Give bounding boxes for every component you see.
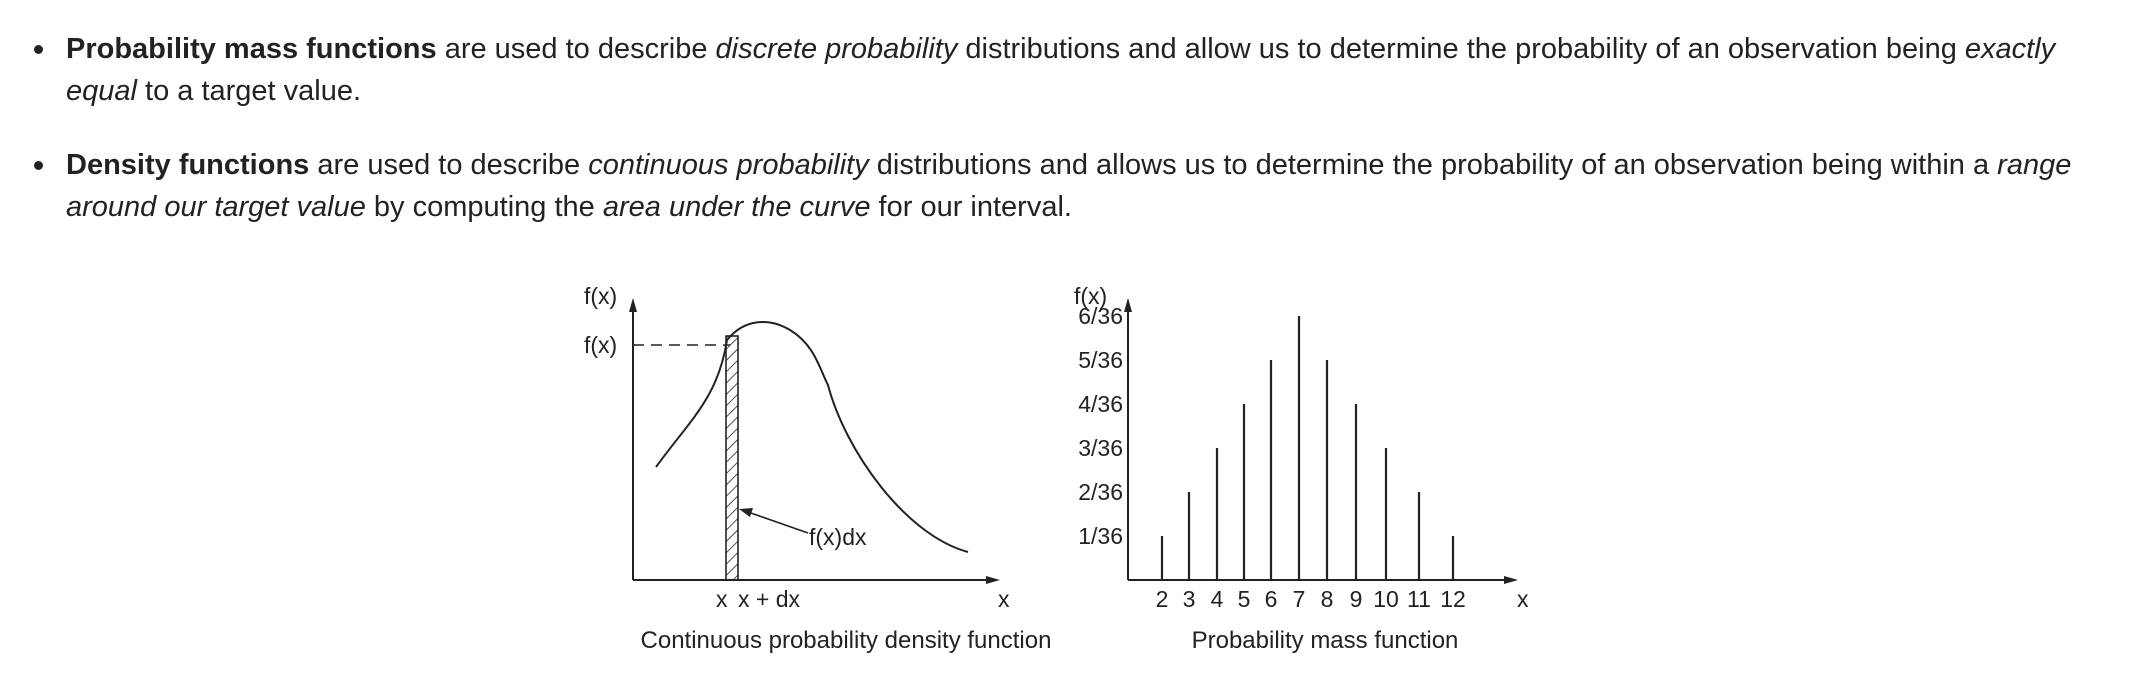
pmf-x-tick-label: 11 [1407,586,1431,612]
bullet-segment: range around our target value [66,149,2072,223]
bullet-density: Density functions are used to describe c… [34,144,2106,228]
bullet-segment: Probability mass functions [66,33,437,65]
pdf-chart: f(x) f(x) f(x)dx x x + dx x Continuous p… [584,283,1051,654]
pmf-x-tick-label: 9 [1350,586,1363,612]
pdf-caption: Continuous probability density function [641,627,1052,654]
pmf-x-tick-label: 2 [1156,586,1169,612]
pdf-annotation-leader [747,511,809,534]
pdf-area-strip [725,335,739,581]
bullet-dot [34,45,43,54]
pdf-curve [655,320,969,553]
pmf-caption: Probability mass function [1192,627,1459,654]
pmf-x-tick-label: 4 [1211,586,1224,612]
bullet-segment: exactly equal [66,33,2056,107]
pdf-x-tick-x: x [716,586,728,612]
bullet-segment: for our interval. [870,191,1072,223]
pdf-strip-annotation: f(x)dx [809,524,867,550]
bullet-segment: distributions and allows us to determine… [868,149,1998,181]
pdf-x-tick-x-dx: x + dx [738,586,801,612]
pmf-y-tick-label: 1/36 [1078,523,1123,549]
pmf-y-tick-label: 2/36 [1078,479,1123,505]
pdf-x-axis-label: x [998,586,1010,612]
pmf-x-tick-label: 12 [1440,586,1466,612]
pdf-y-axis-label: f(x) [584,283,617,309]
pmf-marks: 2 3 4 5 6 7 8 9 10 11 12 1/36 2/36 3/36 4/36 5/36 6/36 [1078,303,1466,612]
pmf-x-tick-label: 7 [1293,586,1306,612]
bullet-segment: are used to describe [309,149,589,181]
pmf-x-tick-label: 6 [1265,586,1278,612]
bullet-segment: distributions and allow us to determine … [957,33,1965,65]
pmf-x-tick-label: 10 [1373,586,1399,612]
pdf-y-marker-label: f(x) [584,332,617,358]
bullet-segment: by computing the [365,191,603,223]
bullet-segment: continuous probability [588,149,869,181]
pmf-x-axis-arrow [1504,576,1518,584]
bullet-segment: area under the curve [602,191,871,223]
pdf-y-axis-arrow [629,298,637,312]
pmf-x-axis-label: x [1517,586,1529,612]
pmf-y-axis-label: f(x) [1074,283,1107,309]
bullet-segment: to a target value. [136,75,362,107]
bullet-segment: are used to describe [436,33,716,65]
pmf-y-tick-label: 5/36 [1078,347,1123,373]
pmf-y-axis-arrow [1124,298,1132,312]
bullet-pmf: Probability mass functions are used to d… [34,28,2106,112]
bullet-segment: discrete probability [715,33,958,65]
pmf-x-tick-label: 5 [1238,586,1251,612]
bullet-density-text: Density functions are used to describe c… [66,149,2071,223]
bullet-pmf-text: Probability mass functions are used to d… [66,33,2055,107]
pdf-x-axis-arrow [986,576,1000,584]
pmf-x-tick-label: 8 [1321,586,1334,612]
pmf-y-tick-label: 3/36 [1078,435,1123,461]
bullet-segment: Density functions [66,149,310,181]
pmf-x-tick-label: 3 [1183,586,1196,612]
pmf-y-tick-label: 6/36 [1078,303,1123,329]
pdf-annotation-arrow [739,508,753,517]
bullet-dot [34,161,43,170]
pmf-y-tick-label: 4/36 [1078,391,1123,417]
